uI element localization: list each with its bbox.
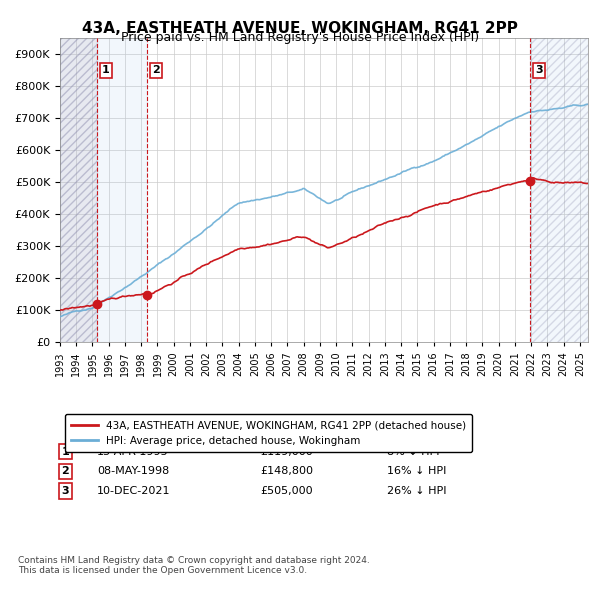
Text: 43A, EASTHEATH AVENUE, WOKINGHAM, RG41 2PP: 43A, EASTHEATH AVENUE, WOKINGHAM, RG41 2… [82,21,518,35]
Text: 26% ↓ HPI: 26% ↓ HPI [388,486,447,496]
Text: 1: 1 [102,65,110,76]
Bar [60,38,97,342]
Text: 2: 2 [152,65,160,76]
Text: 8% ↓ HPI: 8% ↓ HPI [388,447,440,457]
Text: Contains HM Land Registry data © Crown copyright and database right 2024.
This d: Contains HM Land Registry data © Crown c… [18,556,370,575]
Text: 13-APR-1995: 13-APR-1995 [97,447,169,457]
Text: 08-MAY-1998: 08-MAY-1998 [97,466,169,476]
Text: Price paid vs. HM Land Registry's House Price Index (HPI): Price paid vs. HM Land Registry's House … [121,31,479,44]
Text: £119,000: £119,000 [260,447,313,457]
Bar [530,38,588,342]
Text: £505,000: £505,000 [260,486,313,496]
Text: 3: 3 [61,486,69,496]
Legend: 43A, EASTHEATH AVENUE, WOKINGHAM, RG41 2PP (detached house), HPI: Average price,: 43A, EASTHEATH AVENUE, WOKINGHAM, RG41 2… [65,414,472,452]
Bar [60,38,97,342]
Text: 16% ↓ HPI: 16% ↓ HPI [388,466,447,476]
Text: 2: 2 [61,466,69,476]
Text: £148,800: £148,800 [260,466,314,476]
Text: 10-DEC-2021: 10-DEC-2021 [97,486,170,496]
Text: 1: 1 [61,447,69,457]
Bar [97,38,147,342]
Text: 3: 3 [535,65,542,76]
Bar [530,38,588,342]
